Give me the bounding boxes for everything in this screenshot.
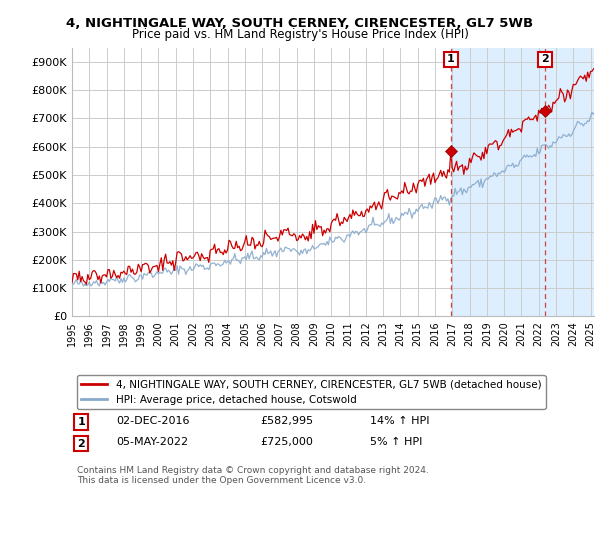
Text: 1: 1 <box>447 54 455 64</box>
Text: Contains HM Land Registry data © Crown copyright and database right 2024.
This d: Contains HM Land Registry data © Crown c… <box>77 465 429 485</box>
Text: 4, NIGHTINGALE WAY, SOUTH CERNEY, CIRENCESTER, GL7 5WB: 4, NIGHTINGALE WAY, SOUTH CERNEY, CIRENC… <box>67 17 533 30</box>
Text: 2: 2 <box>77 438 85 449</box>
Text: £725,000: £725,000 <box>260 437 313 447</box>
Text: 5% ↑ HPI: 5% ↑ HPI <box>370 437 422 447</box>
Text: 05-MAY-2022: 05-MAY-2022 <box>116 437 188 447</box>
Text: 2: 2 <box>541 54 549 64</box>
Text: £582,995: £582,995 <box>260 416 313 426</box>
Text: 1: 1 <box>77 417 85 427</box>
Bar <box>451 48 594 316</box>
Text: Price paid vs. HM Land Registry's House Price Index (HPI): Price paid vs. HM Land Registry's House … <box>131 28 469 41</box>
Text: 14% ↑ HPI: 14% ↑ HPI <box>370 416 429 426</box>
Legend: 4, NIGHTINGALE WAY, SOUTH CERNEY, CIRENCESTER, GL7 5WB (detached house), HPI: Av: 4, NIGHTINGALE WAY, SOUTH CERNEY, CIRENC… <box>77 375 545 409</box>
Text: 02-DEC-2016: 02-DEC-2016 <box>116 416 190 426</box>
